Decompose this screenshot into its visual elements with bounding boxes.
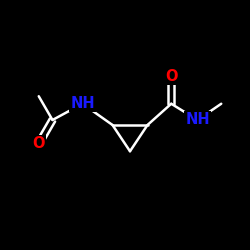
Text: NH: NH — [70, 96, 95, 111]
Text: NH: NH — [185, 112, 210, 128]
Text: O: O — [165, 69, 177, 84]
Text: O: O — [32, 136, 45, 151]
